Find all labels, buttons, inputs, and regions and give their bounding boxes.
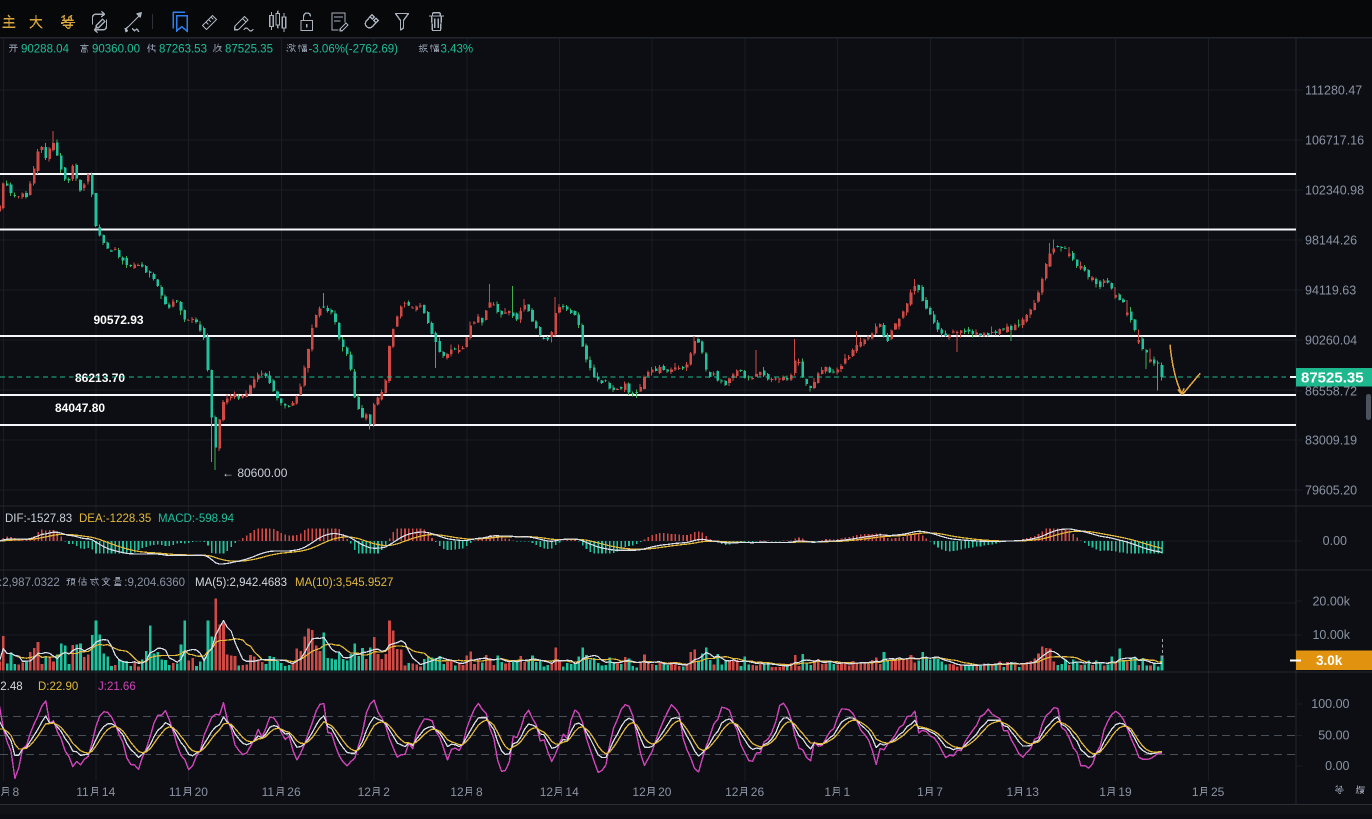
svg-text:J:21.66: J:21.66 — [98, 681, 136, 693]
svg-text:87525.35: 87525.35 — [1301, 370, 1364, 387]
svg-text:8: 8 — [13, 785, 20, 799]
svg-text:100.00: 100.00 — [1311, 697, 1349, 711]
svg-text:86558.72: 86558.72 — [1305, 385, 1357, 399]
svg-text:11: 11 — [262, 785, 275, 799]
svg-text:90260.04: 90260.04 — [1305, 334, 1357, 348]
svg-text:50.00: 50.00 — [1318, 729, 1349, 743]
svg-text:14: 14 — [102, 785, 116, 799]
svg-text:98144.26: 98144.26 — [1305, 234, 1357, 248]
svg-text:83009.19: 83009.19 — [1305, 434, 1357, 448]
svg-text:86213.70: 86213.70 — [75, 371, 125, 385]
svg-text:2: 2 — [383, 785, 390, 799]
svg-text:DEA:-1228.35: DEA:-1228.35 — [79, 513, 151, 525]
svg-text:90360.00: 90360.00 — [92, 44, 140, 56]
svg-text:87263.53: 87263.53 — [159, 44, 207, 56]
svg-text:0.00: 0.00 — [1323, 534, 1347, 548]
svg-text:1: 1 — [824, 785, 831, 799]
svg-text:1: 1 — [1007, 785, 1014, 799]
svg-text:7: 7 — [936, 785, 943, 799]
svg-text:20: 20 — [195, 785, 209, 799]
svg-text:102340.98: 102340.98 — [1305, 184, 1364, 198]
svg-text:94119.63: 94119.63 — [1305, 284, 1356, 298]
svg-text:26: 26 — [751, 785, 765, 799]
svg-text:-3.06%(-2762.69): -3.06%(-2762.69) — [309, 44, 399, 56]
svg-text::2,987.0322: :2,987.0322 — [0, 577, 60, 589]
svg-text:D:22.90: D:22.90 — [38, 681, 78, 693]
svg-text:84047.80: 84047.80 — [55, 401, 105, 415]
svg-text:11: 11 — [169, 785, 182, 799]
svg-text:1: 1 — [844, 785, 851, 799]
svg-text:12: 12 — [450, 785, 464, 799]
svg-text:K:22.48: K:22.48 — [0, 681, 23, 693]
svg-text:12: 12 — [540, 785, 554, 799]
svg-text:20: 20 — [658, 785, 672, 799]
svg-text:90288.04: 90288.04 — [21, 44, 70, 56]
svg-text:MA(10):3,545.9527: MA(10):3,545.9527 — [295, 577, 393, 589]
svg-text:MA(5):2,942.4683: MA(5):2,942.4683 — [195, 577, 287, 589]
svg-text:20.00k: 20.00k — [1312, 595, 1350, 609]
svg-text:19: 19 — [1118, 785, 1132, 799]
svg-text:10.00k: 10.00k — [1312, 628, 1350, 642]
svg-text:11: 11 — [76, 785, 89, 799]
svg-text:79605.20: 79605.20 — [1305, 484, 1357, 498]
svg-text:90572.93: 90572.93 — [94, 313, 144, 327]
svg-text:1: 1 — [917, 785, 924, 799]
svg-text:87525.35: 87525.35 — [225, 44, 273, 56]
svg-text:26: 26 — [287, 785, 301, 799]
svg-text::9,204.6360: :9,204.6360 — [124, 577, 185, 589]
svg-text:0.00: 0.00 — [1325, 759, 1349, 773]
svg-text:12: 12 — [358, 785, 372, 799]
svg-text:MACD:-598.94: MACD:-598.94 — [158, 513, 235, 525]
svg-text:13: 13 — [1026, 785, 1040, 799]
svg-text:3.0k: 3.0k — [1316, 653, 1343, 668]
svg-text:← 80600.00: ← 80600.00 — [222, 466, 288, 480]
svg-text:DIF:-1527.83: DIF:-1527.83 — [5, 513, 72, 525]
svg-text:3.43%: 3.43% — [441, 44, 474, 56]
svg-text:106717.16: 106717.16 — [1305, 134, 1364, 148]
svg-text:12: 12 — [632, 785, 646, 799]
svg-text:25: 25 — [1211, 785, 1225, 799]
svg-text:111280.47: 111280.47 — [1305, 84, 1362, 98]
svg-text:14: 14 — [565, 785, 579, 799]
svg-text:12: 12 — [725, 785, 739, 799]
svg-text:8: 8 — [476, 785, 483, 799]
svg-text:1: 1 — [1099, 785, 1106, 799]
svg-text:1: 1 — [1192, 785, 1199, 799]
